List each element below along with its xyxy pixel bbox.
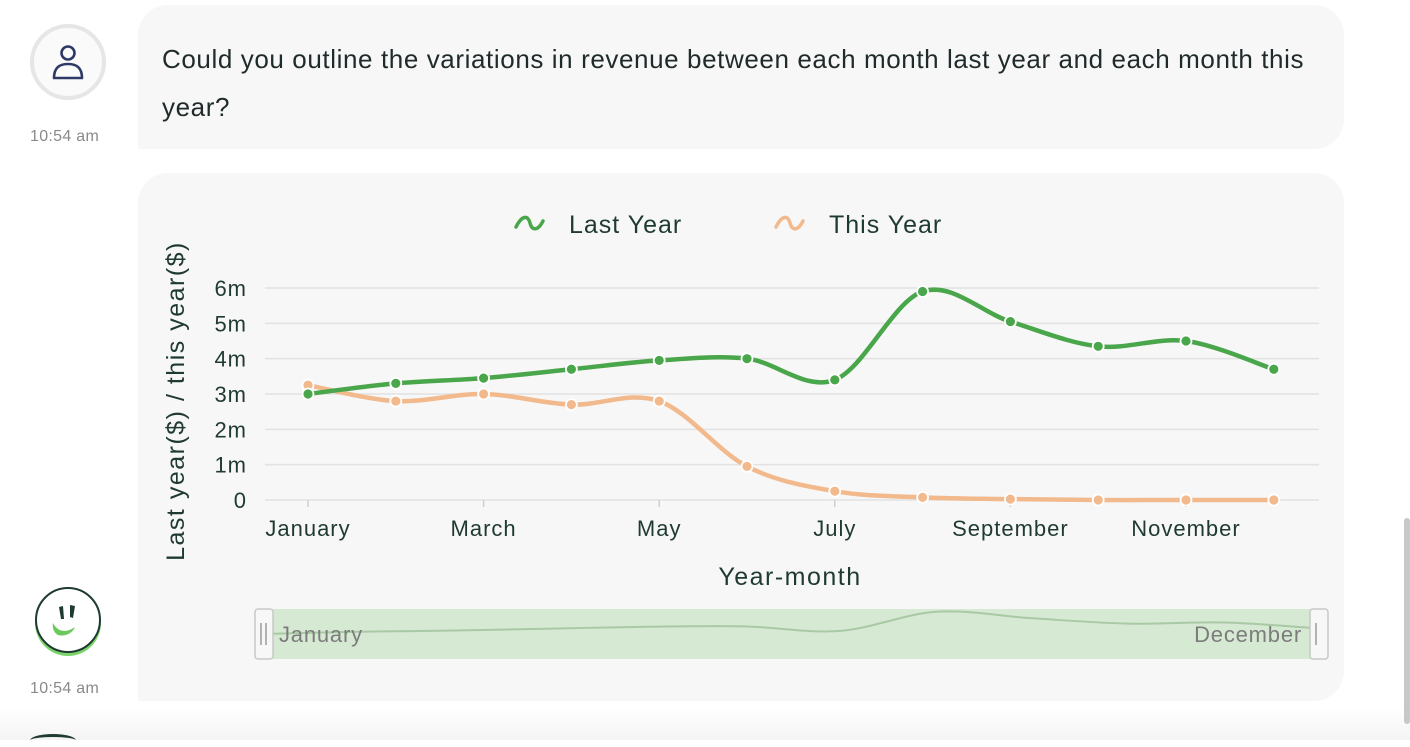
data-point[interactable] [652,394,666,408]
series-lines [301,285,1281,507]
data-point[interactable] [828,373,842,387]
x-tick-label: November [1131,516,1240,541]
data-point[interactable] [740,352,754,366]
data-point[interactable] [652,354,666,367]
data-point[interactable] [740,460,754,473]
y-tick-label: 2m [214,417,247,442]
y-tick-label: 0 [234,488,247,513]
input-area-edge [0,708,1410,740]
legend-last-year-icon [514,215,545,231]
x-tick-label: September [952,516,1069,541]
data-point[interactable] [1004,315,1017,328]
user-icon [52,45,84,80]
range-slider-right-handle[interactable] [1309,608,1329,660]
legend-item-this-year[interactable]: This Year [774,211,942,239]
bot-avatar [35,587,101,653]
series-line-last-year [305,287,1277,397]
x-tick-label: May [637,516,682,541]
data-point[interactable] [301,387,315,401]
y-axis-ticks: 0 1m 2m 3m 4m 5m 6m [214,276,247,513]
revenue-line-chart: Last Year This Year 0 1m 2m 3m 4m 5m 6m Januar… [162,211,1329,660]
legend-this-year-icon [774,215,805,231]
legend-item-last-year[interactable]: Last Year [514,211,682,239]
data-point[interactable] [828,484,842,498]
grid-lines [265,287,1319,501]
y-tick-label: 4m [214,347,247,372]
range-slider[interactable]: January December [254,608,1329,660]
x-tick-label: July [813,516,856,541]
series-line-this-year [305,382,1277,503]
legend-this-year-label: This Year [829,211,942,239]
y-tick-label: 1m [214,453,247,478]
data-point[interactable] [1091,339,1105,353]
user-message-time: 10:54 am [30,128,100,145]
data-point[interactable] [916,285,929,298]
data-point[interactable] [389,376,403,390]
legend-last-year-label: Last Year [569,211,682,239]
data-point[interactable] [1267,362,1281,376]
range-slider-left-handle[interactable] [254,608,274,660]
data-point[interactable] [1179,493,1193,507]
range-slider-track [263,609,1321,659]
data-point[interactable] [1267,493,1281,507]
data-point[interactable] [1179,334,1193,348]
data-point[interactable] [477,371,491,385]
scrollbar[interactable] [1404,518,1410,724]
user-message-text: Could you outline the variations in reve… [162,44,1305,122]
y-axis-label: Last year($) / this year($) [162,241,190,561]
legend: Last Year This Year [514,211,942,239]
y-tick-label: 5m [214,311,247,336]
user-message-bubble: Could you outline the variations in reve… [138,5,1344,149]
data-point[interactable] [477,387,491,401]
x-axis-label: Year-month [718,563,861,591]
x-tick-label: March [451,516,517,541]
user-avatar [30,24,106,100]
data-point[interactable] [389,394,403,408]
data-point[interactable] [564,398,578,412]
data-point[interactable] [564,362,578,376]
range-slider-start-label: January [279,622,363,647]
data-point[interactable] [916,490,929,504]
x-axis-ticks: January March May July September November [265,500,1240,541]
bot-message-time: 10:54 am [30,680,100,697]
data-point[interactable] [1004,492,1017,506]
next-avatar-edge [30,734,76,747]
y-tick-label: 6m [214,276,247,301]
range-slider-end-label: December [1194,622,1302,647]
bot-face-icon [52,605,75,636]
x-tick-label: January [265,516,350,541]
bot-message-bubble: Last Year This Year 0 1m 2m 3m 4m 5m 6m Januar… [138,173,1344,701]
range-slider-preview-line [262,610,1322,635]
y-tick-label: 3m [214,382,247,407]
data-point[interactable] [1091,493,1105,507]
